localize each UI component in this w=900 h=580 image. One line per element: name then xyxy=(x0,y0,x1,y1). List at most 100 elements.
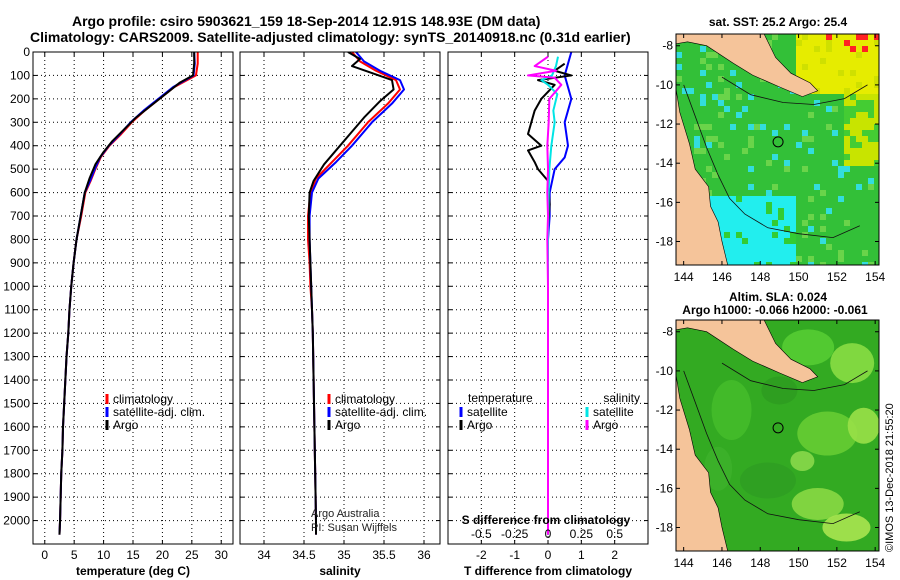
sst-cell-8-12 xyxy=(724,106,730,112)
sst-cell-11-38 xyxy=(742,262,748,265)
sst-cell-31-15 xyxy=(862,124,868,130)
sst-cell-12-18 xyxy=(748,142,754,148)
sst-cell-11-37 xyxy=(742,256,748,262)
sst-cell-15-37 xyxy=(766,256,772,262)
sst-cell-20-3 xyxy=(796,52,802,58)
sst-cell-30-22 xyxy=(856,166,862,172)
sst-cell-13-35 xyxy=(754,244,760,250)
sst-cell-12-38 xyxy=(748,262,754,265)
sst-cell-10-23 xyxy=(736,172,742,178)
sst-cell-19-20 xyxy=(790,154,796,160)
depth-tick-label-1600: 1600 xyxy=(3,420,30,434)
sst-cell-28-6 xyxy=(844,70,850,76)
sst-cell-6-7 xyxy=(712,76,718,82)
sst-cell-19-22 xyxy=(790,166,796,172)
sst-cell-33-1 xyxy=(874,40,879,46)
sst-cell-12-33 xyxy=(748,232,754,238)
diff-legend-left-label-1: Argo xyxy=(467,418,493,432)
sst-cell-30-6 xyxy=(856,70,862,76)
sst-cell-32-27 xyxy=(868,196,874,202)
sst-cell-15-36 xyxy=(766,250,772,256)
sst-cell-28-2 xyxy=(844,46,850,52)
sst-cell-2-14 xyxy=(688,118,694,124)
sst-cell-23-30 xyxy=(814,214,820,220)
sst-cell-14-36 xyxy=(760,250,766,256)
sst-cell-17-1 xyxy=(778,40,784,46)
sst-cell-22-20 xyxy=(808,154,814,160)
sst-cell-31-10 xyxy=(862,94,868,100)
sst-cell-28-24 xyxy=(844,178,850,184)
sst-cell-32-34 xyxy=(868,238,874,244)
sst-cell-29-25 xyxy=(850,184,856,190)
sst-cell-15-14 xyxy=(766,118,772,124)
sst-cell-7-4 xyxy=(718,58,724,64)
sst-cell-24-31 xyxy=(820,220,826,226)
m1-lat-label-4: -16 xyxy=(656,195,674,209)
sst-cell-16-36 xyxy=(772,250,778,256)
sst-cell-20-2 xyxy=(796,46,802,52)
sst-cell-29-17 xyxy=(850,136,856,142)
sst-cell-13-16 xyxy=(754,130,760,136)
sst-cell-31-31 xyxy=(862,220,868,226)
sst-cell-31-26 xyxy=(862,190,868,196)
sst-cell-10-24 xyxy=(736,178,742,184)
sst-cell-25-9 xyxy=(826,88,832,94)
pT-series-2 xyxy=(58,52,196,535)
sst-cell-23-17 xyxy=(814,136,820,142)
sst-cell-26-1 xyxy=(832,40,838,46)
sst-cell-33-28 xyxy=(874,202,879,208)
sst-cell-11-12 xyxy=(742,106,748,112)
sst-cell-18-16 xyxy=(784,130,790,136)
sst-cell-16-31 xyxy=(772,220,778,226)
sst-cell-31-30 xyxy=(862,214,868,220)
sst-cell-27-12 xyxy=(838,106,844,112)
sst-cell-1-4 xyxy=(682,58,688,64)
pS-series-1 xyxy=(308,52,405,535)
sst-cell-27-21 xyxy=(838,160,844,166)
sst-cell-26-20 xyxy=(832,154,838,160)
pD-series-3 xyxy=(527,55,563,535)
sst-cell-28-22 xyxy=(844,166,850,172)
sst-cell-9-9 xyxy=(730,88,736,94)
sst-cell-17-29 xyxy=(778,208,784,214)
sst-cell-19-6 xyxy=(790,70,796,76)
sst-cell-24-38 xyxy=(820,262,826,265)
sst-cell-7-10 xyxy=(718,94,724,100)
sst-cell-26-5 xyxy=(832,64,838,70)
sst-cell-12-36 xyxy=(748,250,754,256)
sst-cell-17-20 xyxy=(778,154,784,160)
sst-cell-6-29 xyxy=(712,208,718,214)
sst-cell-15-28 xyxy=(766,202,772,208)
sst-cell-18-31 xyxy=(784,220,790,226)
sst-cell-29-10 xyxy=(850,94,856,100)
sst-cell-9-26 xyxy=(730,190,736,196)
sst-cell-18-15 xyxy=(784,124,790,130)
sst-cell-13-15 xyxy=(754,124,760,130)
credit-pi: PI: Susan Wijffels xyxy=(311,522,397,534)
sst-cell-23-10 xyxy=(814,94,820,100)
sst-cell-25-35 xyxy=(826,244,832,250)
sst-cell-33-4 xyxy=(874,58,879,64)
sst-cell-8-17 xyxy=(724,136,730,142)
sst-cell-26-18 xyxy=(832,142,838,148)
sst-cell-20-27 xyxy=(796,196,802,202)
sst-cell-14-38 xyxy=(760,262,766,265)
sst-cell-14-34 xyxy=(760,238,766,244)
sst-cell-12-37 xyxy=(748,256,754,262)
sst-cell-6-19 xyxy=(712,148,718,154)
sst-cell-24-27 xyxy=(820,196,826,202)
m2-lon-label-2: 148 xyxy=(750,556,770,570)
sst-cell-25-18 xyxy=(826,142,832,148)
sst-cell-18-9 xyxy=(784,88,790,94)
sst-cell-11-29 xyxy=(742,208,748,214)
sst-cell-9-29 xyxy=(730,208,736,214)
sst-cell-27-38 xyxy=(838,262,844,265)
sst-cell-22-27 xyxy=(808,196,814,202)
sst-cell-10-10 xyxy=(736,94,742,100)
sst-cell-8-29 xyxy=(724,208,730,214)
sla-map-title: Altim. SLA: 0.024 xyxy=(729,290,827,304)
sst-cell-12-26 xyxy=(748,190,754,196)
sst-cell-15-21 xyxy=(766,160,772,166)
sst-cell-32-33 xyxy=(868,232,874,238)
sst-cell-22-25 xyxy=(808,184,814,190)
